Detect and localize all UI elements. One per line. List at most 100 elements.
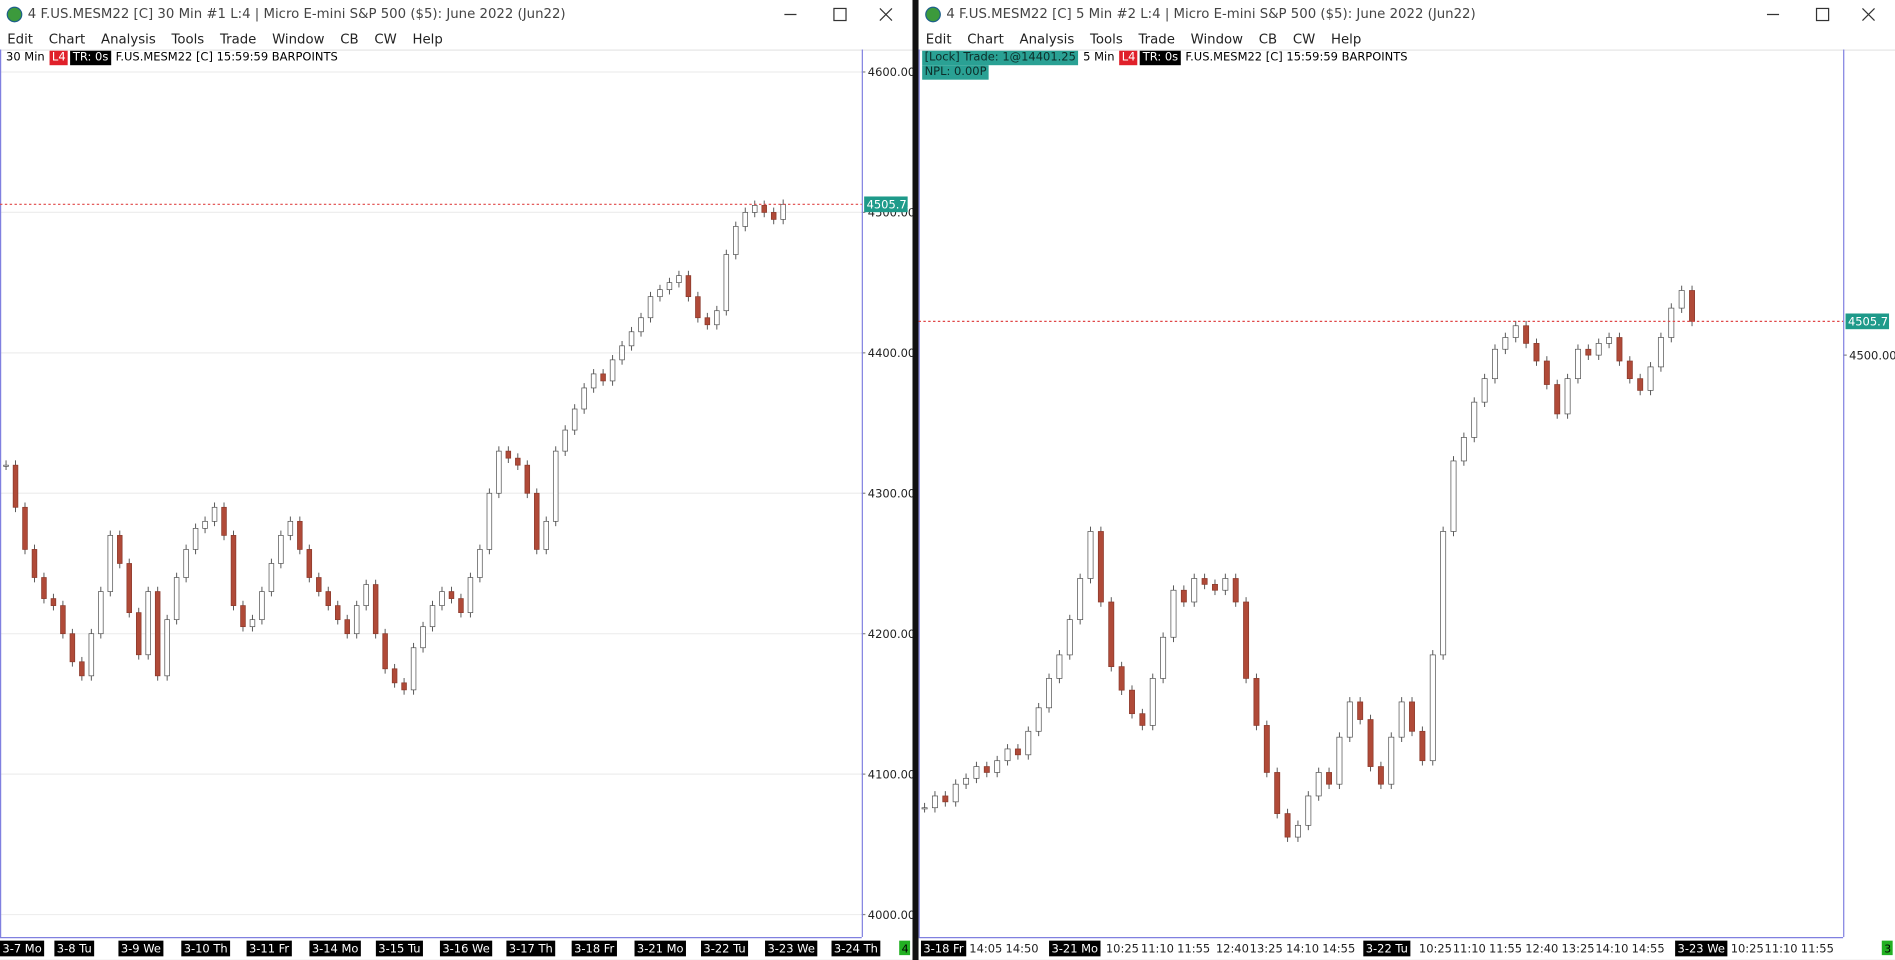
x-tick-label: 3-23 We (1678, 942, 1725, 956)
candle-body (524, 464, 531, 494)
menu-item[interactable]: Help (1331, 31, 1362, 48)
menu-item[interactable]: Trade (219, 31, 257, 48)
candle-body (353, 605, 360, 635)
menu-item[interactable]: Chart (967, 31, 1004, 48)
x-tick-label: 14:10 (1595, 942, 1628, 956)
timer-badge: TR: 0s (70, 50, 111, 66)
menu-item[interactable]: CW (374, 31, 397, 48)
candle-body (1668, 307, 1675, 338)
x-tick-label: 11:10 (1453, 942, 1486, 956)
maximize-button[interactable] (1815, 7, 1830, 22)
x-tick-label: 3-14 Mo (312, 942, 359, 956)
candle-body (1471, 401, 1478, 438)
candle-body (154, 591, 161, 677)
y-tick-label: 4300.00 (868, 486, 913, 500)
x-tick-label: 13:25 (1562, 942, 1595, 956)
menu-item[interactable]: Edit (925, 31, 952, 48)
candle-body (562, 429, 568, 452)
menu-item[interactable]: Window (272, 31, 325, 48)
close-button[interactable] (879, 8, 893, 21)
candle-body (590, 373, 597, 389)
candle-body (952, 783, 959, 803)
candle-body (1305, 795, 1312, 826)
x-tick-label: 3-11 Fr (249, 942, 289, 956)
x-label-box (1049, 940, 1101, 957)
x-tick-label: 3-18 Fr (574, 942, 614, 956)
candle-body (278, 535, 284, 564)
chart: 4000.004100.004200.004300.004400.004500.… (0, 49, 913, 957)
candle-body (1025, 730, 1032, 756)
menu-item[interactable]: Trade (1138, 31, 1175, 48)
menu-item[interactable]: Edit (7, 31, 34, 48)
candle-body (306, 549, 313, 578)
x-tick-label: 12:40 (1216, 942, 1249, 956)
chart: 4500.00 4505.75 3-18 Fr 14:05 14:50 3-21 Mo 10… (918, 49, 1895, 957)
menu-item[interactable]: Analysis (100, 31, 156, 48)
x-label-box (920, 940, 967, 957)
candle-body (1263, 725, 1270, 773)
maximize-button[interactable] (833, 7, 847, 22)
candle-body (1450, 460, 1457, 532)
x-label-box (54, 940, 95, 957)
status-line: [Lock] Trade: 1@14401.25 5 Min L4 TR: 0s F.U… (922, 50, 1412, 80)
candle-body (1429, 654, 1436, 762)
menu-item[interactable]: Chart (48, 31, 86, 48)
symbol: F.US.MESM22 [C] 15:59:59 BARPOINTS (115, 50, 338, 64)
candle-body (1004, 748, 1011, 762)
candle-body (221, 506, 227, 536)
menu-item[interactable]: Window (1190, 31, 1244, 48)
candle-body (1087, 531, 1094, 579)
menu-item[interactable]: CB (340, 31, 359, 48)
candle-body (931, 795, 938, 809)
candle-body (1129, 689, 1135, 715)
candle-body (335, 605, 341, 621)
candle-body (429, 605, 436, 628)
candle-body (1149, 678, 1156, 726)
x-tick-label: 14:55 (1632, 942, 1665, 956)
candle-body (1294, 824, 1301, 838)
candle-body (1232, 578, 1239, 603)
menu-item[interactable]: CB (1258, 31, 1278, 48)
menu-item[interactable]: Analysis (1019, 31, 1075, 48)
candle-body (1284, 813, 1291, 838)
candle-body (439, 591, 445, 606)
candle-body (391, 668, 398, 684)
candle-body (714, 310, 720, 326)
candle-body (1492, 348, 1498, 380)
candle-body (1077, 578, 1084, 620)
y-tick-label: 4500.00 (1849, 348, 1895, 362)
candle-body (1243, 601, 1250, 679)
candle-body (1564, 378, 1571, 415)
x-tick-label: 14:05 (969, 942, 1002, 956)
candle-body (211, 506, 218, 522)
x-tick-label: 11:55 (1177, 942, 1210, 956)
candle-body (676, 275, 682, 283)
interval: 5 Min (1083, 50, 1115, 64)
menu-item[interactable]: Help (412, 31, 443, 48)
x-label-box (765, 940, 818, 957)
candle-body (12, 464, 19, 508)
candle-body (543, 520, 549, 550)
x-tick-label: 11:55 (1801, 942, 1834, 956)
menu-item[interactable]: CW (1292, 31, 1316, 48)
candle-body (1512, 325, 1519, 338)
menu-item[interactable]: Tools (171, 31, 205, 48)
candle-body (1212, 584, 1218, 591)
candle-body (1481, 378, 1488, 403)
candle-body (344, 619, 350, 635)
candle-body (1201, 578, 1208, 585)
window-controls (784, 7, 893, 22)
candle-body (496, 450, 502, 494)
candle-body (609, 359, 616, 382)
candle-body (1139, 713, 1146, 726)
close-button[interactable] (1862, 8, 1875, 21)
candle-body (505, 450, 512, 459)
candle-body (1409, 701, 1415, 732)
x-tick-label: 3-9 We (121, 942, 161, 956)
menu-item[interactable]: Tools (1090, 31, 1123, 48)
candle-body (973, 766, 980, 779)
last-price-box (864, 196, 908, 213)
menu-bar: Edit Chart Analysis Tools Trade Window CB CW Hel… (0, 29, 913, 51)
x-tick-label: 3-18 Fr (923, 942, 963, 956)
